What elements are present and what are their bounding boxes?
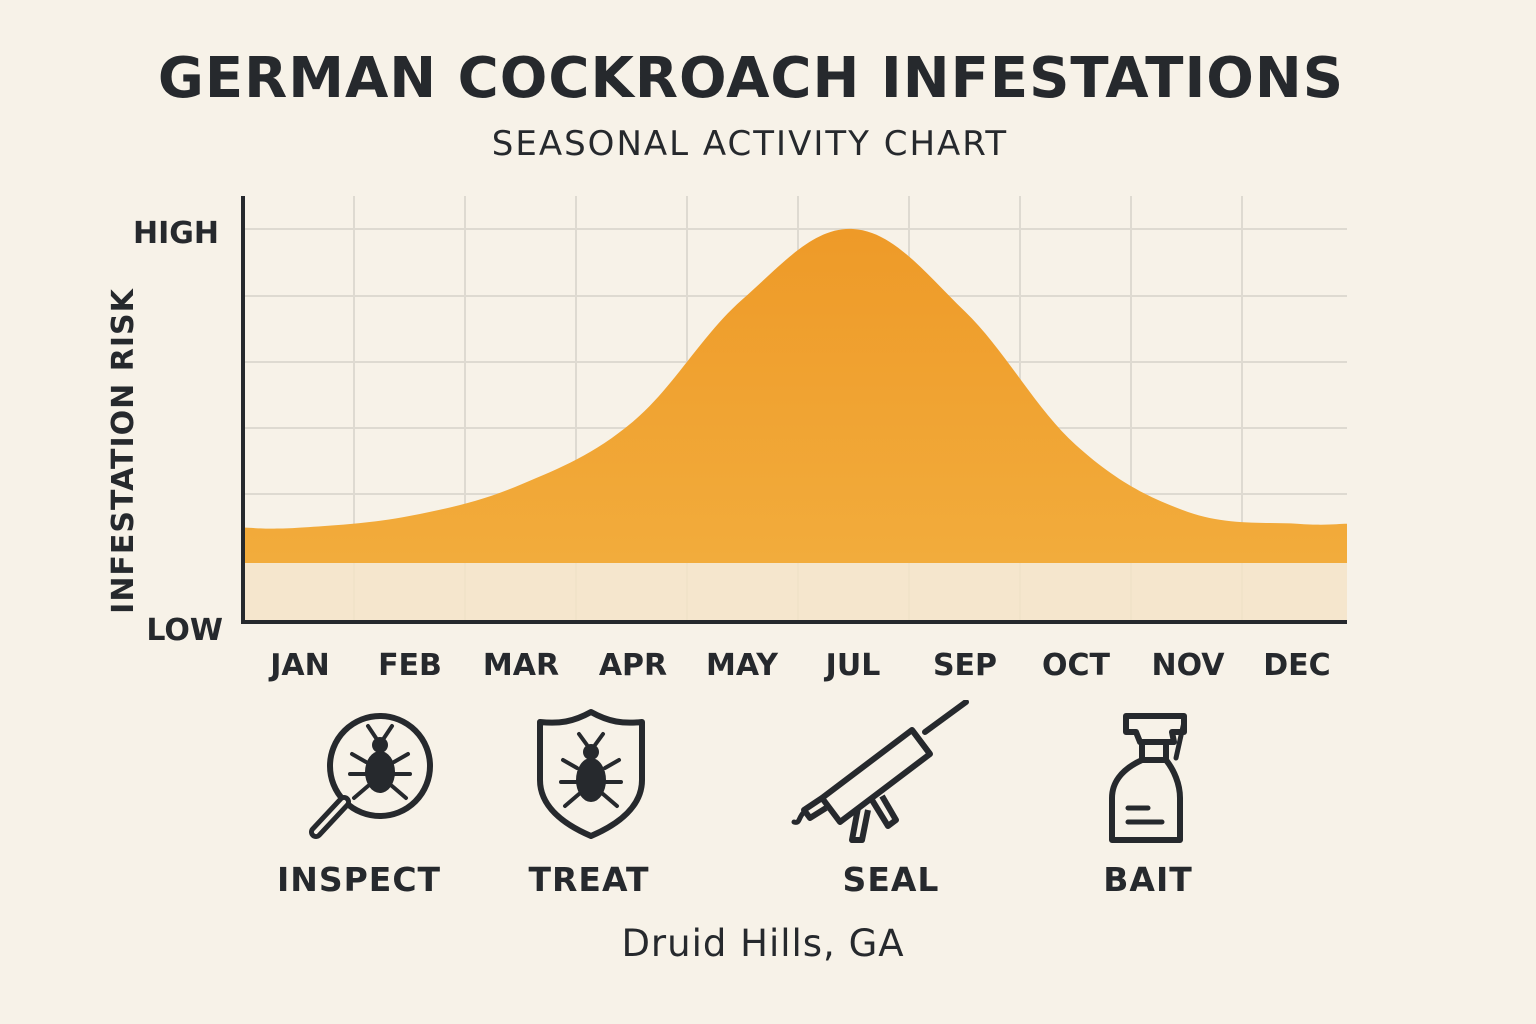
inspect-tool: [266, 700, 466, 850]
x-tick-label: JAN: [268, 648, 330, 683]
y-tick-label-low: LOW: [146, 613, 223, 648]
location-caption: Druid Hills, GA: [621, 922, 905, 965]
x-tick-label: MAY: [706, 648, 779, 683]
y-axis-label: INFESTATION RISK: [106, 287, 141, 613]
caulk-gun-icon: [791, 700, 969, 843]
x-tick-label: DEC: [1263, 648, 1330, 683]
low-risk-band: [243, 563, 1347, 622]
magnifier-bug-icon: [309, 713, 433, 839]
seal-tool: [780, 700, 980, 850]
action-label-seal: SEAL: [842, 860, 940, 899]
bait-tool: [1048, 700, 1248, 850]
x-tick-label: OCT: [1042, 648, 1111, 683]
chart-title: GERMAN COCKROACH INFESTATIONS: [157, 46, 1345, 111]
x-tick-label: MAR: [483, 648, 559, 683]
chart-subtitle: SEASONAL ACTIVITY CHART: [491, 124, 1009, 164]
seasonal-activity-chart: LOW HIGH INFESTATION RISK JAN FEB MAR APR MAY JU…: [106, 196, 1347, 683]
x-tick-label: FEB: [378, 648, 442, 683]
treat-tool: [491, 700, 691, 850]
spray-bottle-icon: [1109, 713, 1187, 843]
y-tick-label-high: HIGH: [133, 216, 219, 251]
action-label-inspect: INSPECT: [276, 860, 442, 899]
action-label-treat: TREAT: [528, 860, 650, 899]
infestation-risk-area: [243, 228, 1347, 564]
x-tick-label: NOV: [1151, 648, 1225, 683]
x-tick-label: SEP: [933, 648, 997, 683]
x-tick-label: JUL: [824, 648, 881, 683]
action-label-bait: BAIT: [1103, 860, 1193, 899]
shield-bug-icon: [537, 709, 645, 839]
x-tick-label: APR: [599, 648, 667, 683]
